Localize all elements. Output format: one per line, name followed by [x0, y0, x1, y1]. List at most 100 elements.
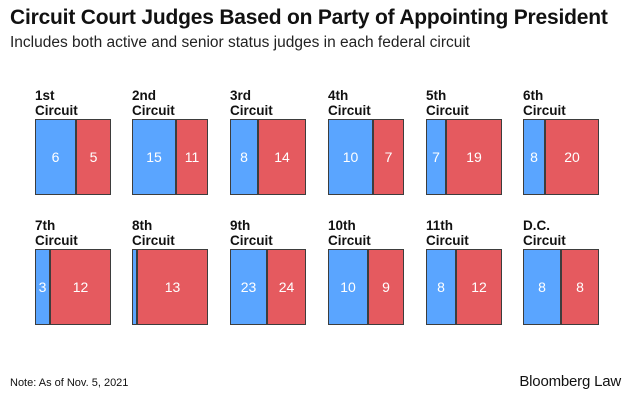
bar-segment-democratic	[132, 249, 137, 325]
data-label: 5	[89, 149, 98, 165]
circuit-label-line: 9th	[230, 218, 251, 233]
circuit-label-line: Circuit	[523, 102, 566, 118]
data-label: 7	[432, 149, 440, 165]
circuit-panel: 8th Circuit 13	[132, 218, 212, 349]
bar-segment-republican	[368, 249, 404, 325]
circuit-panel: 6th Circuit 8 20	[523, 88, 603, 219]
data-label: 24	[278, 279, 295, 295]
bar-segment-republican	[446, 119, 502, 195]
data-label: 11	[184, 149, 200, 165]
stacked-bar: 8 14	[230, 119, 306, 195]
circuit-label-line: Circuit	[523, 232, 566, 248]
data-label: 8	[576, 279, 584, 295]
circuit-label-line: 2nd	[132, 88, 157, 103]
data-label: 10	[340, 279, 356, 295]
circuit-label-line: 3rd	[230, 88, 252, 103]
circuit-label-line: 5th	[426, 88, 447, 103]
circuit-label: 9th Circuit	[230, 218, 273, 248]
circuit-label: 7th Circuit	[35, 218, 78, 248]
stacked-bar: 10 9	[328, 249, 404, 325]
circuit-label: 2nd Circuit	[132, 88, 175, 118]
circuit-label: D.C. Circuit	[523, 218, 566, 248]
circuit-panel: D.C. Circuit 8 8	[523, 218, 603, 349]
circuit-label-line: 7th	[35, 218, 56, 233]
data-label: 8	[240, 149, 248, 165]
bar-segment-democratic	[132, 119, 176, 195]
bar-segment-republican	[373, 119, 404, 195]
stacked-bar: 8 20	[523, 119, 599, 195]
bar-segment-republican	[258, 119, 306, 195]
circuit-panel: 2nd Circuit 15 11	[132, 88, 212, 219]
data-label: 8	[437, 279, 445, 295]
data-label: 12	[72, 279, 89, 295]
circuit-label-line: 10th	[328, 218, 356, 233]
circuit-label: 1st Circuit	[35, 88, 78, 118]
data-label: 15	[146, 149, 162, 165]
circuit-label: 10th Circuit	[328, 218, 371, 248]
circuit-label: 8th Circuit	[132, 218, 175, 248]
circuit-panel: 1st Circuit 6 5	[35, 88, 115, 219]
circuit-label-line: Circuit	[132, 232, 175, 248]
circuit-panel: 7th Circuit 3 12	[35, 218, 115, 349]
circuit-label: 6th Circuit	[523, 88, 566, 118]
data-label: 19	[466, 149, 482, 165]
footnote: Note: As of Nov. 5, 2021	[10, 377, 129, 389]
circuit-label-line: 6th	[523, 88, 544, 103]
bar-segment-democratic	[523, 249, 561, 325]
data-label: 10	[342, 149, 359, 165]
circuit-label-line: Circuit	[426, 232, 469, 248]
data-label: 6	[51, 149, 60, 165]
circuit-label-line: Circuit	[230, 102, 273, 118]
data-label: 14	[274, 149, 290, 165]
stacked-bar: 13	[132, 249, 208, 325]
circuit-panel: 5th Circuit 7 19	[426, 88, 506, 219]
bar-segment-republican	[76, 119, 111, 195]
bar-segment-republican	[561, 249, 599, 325]
bar-segment-democratic	[328, 119, 373, 195]
circuit-label: 5th Circuit	[426, 88, 469, 118]
chart-title: Circuit Court Judges Based on Party of A…	[10, 6, 608, 29]
data-label: 9	[382, 279, 390, 295]
circuit-panel: 10th Circuit 10 9	[328, 218, 408, 349]
data-label: 13	[164, 279, 181, 295]
circuit-panel: 9th Circuit 23 24	[230, 218, 310, 349]
bar-segment-democratic	[230, 249, 267, 325]
circuit-panel: 4th Circuit 10 7	[328, 88, 408, 219]
bar-segment-republican	[545, 119, 599, 195]
bar-segment-democratic	[426, 119, 446, 195]
circuit-label: 4th Circuit	[328, 88, 371, 118]
circuit-panel: 11th Circuit 8 12	[426, 218, 506, 349]
circuit-label-line: 8th	[132, 218, 153, 233]
stacked-bar: 15 11	[132, 119, 208, 195]
bar-segment-democratic	[230, 119, 258, 195]
data-label: 7	[384, 149, 393, 165]
data-label: 23	[240, 279, 257, 295]
stacked-bar: 23 24	[230, 249, 306, 325]
data-label: 12	[471, 279, 487, 295]
data-label: 8	[530, 149, 538, 165]
bar-segment-democratic	[328, 249, 368, 325]
bar-segment-republican	[137, 249, 208, 325]
data-label: 20	[564, 149, 580, 165]
bar-segment-republican	[456, 249, 502, 325]
circuit-label-line: Circuit	[328, 232, 371, 248]
stacked-bar: 10 7	[328, 119, 404, 195]
circuit-label: 3rd Circuit	[230, 88, 273, 118]
circuit-label-line: Circuit	[230, 232, 273, 248]
bar-segment-democratic	[35, 249, 50, 325]
stacked-bar: 8 12	[426, 249, 502, 325]
bar-segment-democratic	[426, 249, 456, 325]
circuit-label: 11th Circuit	[426, 218, 469, 248]
stacked-bar: 3 12	[35, 249, 111, 325]
chart-subtitle: Includes both active and senior status j…	[10, 34, 471, 51]
brand-logo: Bloomberg Law	[519, 373, 621, 390]
circuit-label-line: Circuit	[426, 102, 469, 118]
circuit-label-line: Circuit	[328, 102, 371, 118]
data-label: 3	[38, 279, 47, 295]
bar-segment-republican	[176, 119, 208, 195]
circuit-panel: 3rd Circuit 8 14	[230, 88, 310, 219]
bar-segment-democratic	[35, 119, 76, 195]
circuit-label-line: 4th	[328, 88, 349, 103]
circuit-label-line: Circuit	[132, 102, 175, 118]
